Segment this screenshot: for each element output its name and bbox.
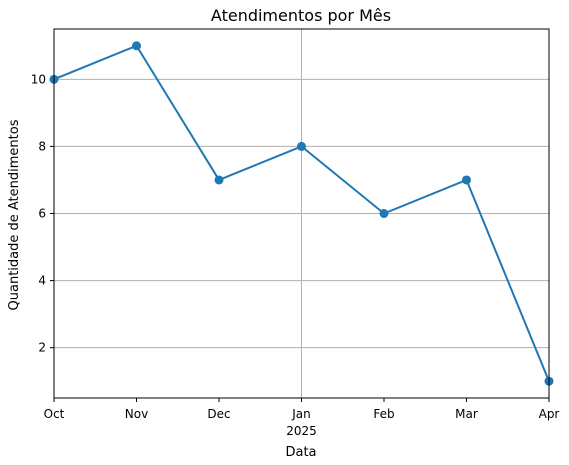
x-tick-label: Apr xyxy=(539,407,560,421)
data-point xyxy=(214,175,224,185)
x-tick-label: Jan xyxy=(291,407,311,421)
y-tick-label: 10 xyxy=(31,72,46,86)
y-tick-label: 8 xyxy=(38,139,46,153)
data-point xyxy=(462,175,471,185)
data-point xyxy=(379,209,389,218)
y-axis: 2 4 6 8 10 xyxy=(31,72,54,355)
x-tick-label: Mar xyxy=(455,407,478,421)
x-year-label: 2025 xyxy=(286,424,317,438)
data-point xyxy=(132,41,141,51)
y-tick-label: 4 xyxy=(38,274,46,288)
chart-title: Atendimentos por Mês xyxy=(211,6,391,25)
series-layer xyxy=(49,41,554,386)
y-axis-label: Quantidade de Atendimentos xyxy=(7,119,22,310)
grid-lines xyxy=(54,29,549,398)
data-point xyxy=(297,141,306,151)
x-tick-label: Feb xyxy=(373,407,394,421)
x-tick-label: Nov xyxy=(125,407,148,421)
y-tick-label: 6 xyxy=(38,207,46,221)
x-tick-label: Dec xyxy=(207,407,230,421)
x-axis: Oct Nov Dec Jan Feb Mar Apr xyxy=(44,398,560,421)
y-tick-label: 2 xyxy=(38,341,46,355)
x-tick-label: Oct xyxy=(44,407,65,421)
plot-frame xyxy=(53,28,550,399)
x-axis-label: Data xyxy=(285,445,316,460)
